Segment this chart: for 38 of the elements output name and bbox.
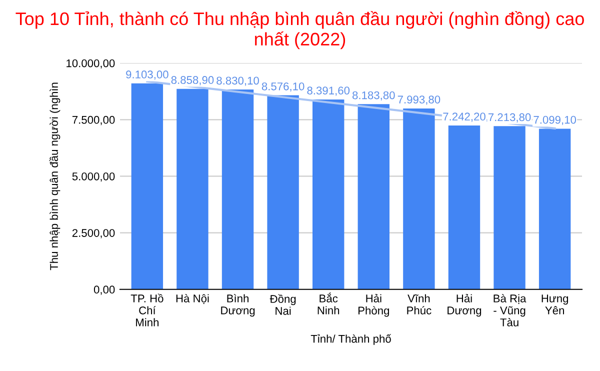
bar (176, 88, 208, 290)
y-tick-label: 0,00 (94, 286, 115, 295)
y-tick-label: 10.000,00 (66, 59, 115, 69)
bar (312, 99, 344, 290)
bar (538, 128, 571, 290)
data-label: 9.103,00 (126, 70, 168, 80)
data-label: 8.183,80 (352, 91, 395, 101)
x-tick-label: Đồng Nai (270, 294, 296, 315)
chart-title: Top 10 Tỉnh, thành có Thu nhập bình quân đầu người (nghìn đồng) cao nhất (2022) (16, 11, 584, 50)
bar (448, 125, 480, 290)
data-label: 7.213,80 (488, 113, 531, 122)
x-tick-label: Hưng Yên (542, 294, 568, 314)
y-tick-label: 2.500,00 (72, 229, 115, 238)
y-tick-label: 5.000,00 (72, 172, 115, 182)
bar (358, 104, 390, 290)
x-tick-label: Hà Nội (176, 294, 209, 304)
y-axis-title: Thu nhập bình quân đầu người (nghìn (49, 82, 60, 270)
x-tick-label: TP. Hồ Chí Minh (130, 294, 164, 326)
x-axis-title: Tỉnh/ Thành phố (310, 334, 392, 345)
bar (222, 90, 254, 290)
data-label: 7.099,10 (534, 116, 576, 126)
data-label: 8.830,10 (216, 76, 259, 86)
bar (131, 83, 164, 290)
y-tick-label: 7.500,00 (72, 116, 115, 126)
x-tick-label: Hải Dương (448, 294, 482, 317)
bar (267, 95, 299, 290)
data-label: 8.858,90 (171, 76, 214, 86)
data-label: 8.391,60 (307, 86, 350, 96)
data-label: 7.993,80 (398, 96, 440, 105)
bar (403, 108, 435, 290)
x-tick-label: Vĩnh Phúc (407, 294, 432, 314)
data-label: 8.576,10 (262, 82, 304, 92)
x-tick-label: Bình Dương (221, 294, 255, 317)
data-label: 7.242,20 (443, 112, 486, 122)
x-tick-label: Bà Rịa - Vũng Tàu (494, 294, 526, 326)
x-tick-label: Bắc Ninh (318, 292, 340, 314)
x-tick-label: Hải Phòng (358, 294, 389, 317)
bar (494, 126, 526, 290)
